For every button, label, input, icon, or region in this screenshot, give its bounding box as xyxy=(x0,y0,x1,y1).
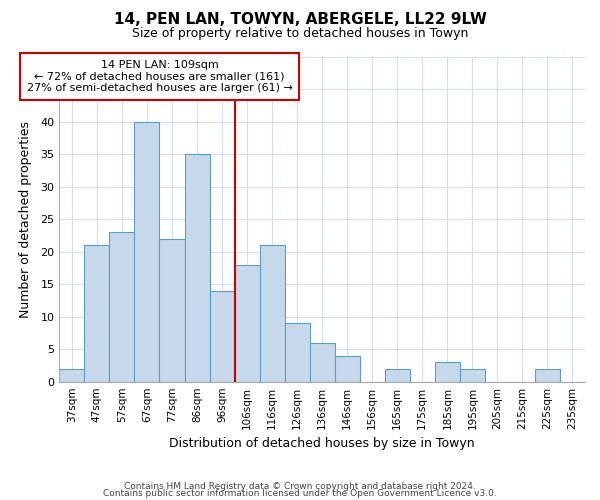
Text: 14 PEN LAN: 109sqm
← 72% of detached houses are smaller (161)
27% of semi-detach: 14 PEN LAN: 109sqm ← 72% of detached hou… xyxy=(26,60,292,93)
Bar xyxy=(385,368,410,382)
Text: Contains public sector information licensed under the Open Government Licence v3: Contains public sector information licen… xyxy=(103,490,497,498)
Bar xyxy=(335,356,360,382)
Bar xyxy=(260,245,284,382)
Bar xyxy=(284,323,310,382)
Text: Size of property relative to detached houses in Towyn: Size of property relative to detached ho… xyxy=(132,28,468,40)
Y-axis label: Number of detached properties: Number of detached properties xyxy=(19,120,32,318)
Bar xyxy=(460,368,485,382)
Bar xyxy=(160,238,185,382)
Bar xyxy=(85,245,109,382)
X-axis label: Distribution of detached houses by size in Towyn: Distribution of detached houses by size … xyxy=(169,437,475,450)
Text: Contains HM Land Registry data © Crown copyright and database right 2024.: Contains HM Land Registry data © Crown c… xyxy=(124,482,476,491)
Bar xyxy=(535,368,560,382)
Bar xyxy=(109,232,134,382)
Bar xyxy=(59,368,85,382)
Bar xyxy=(435,362,460,382)
Bar xyxy=(310,342,335,382)
Bar xyxy=(134,122,160,382)
Bar xyxy=(235,264,260,382)
Bar xyxy=(185,154,209,382)
Text: 14, PEN LAN, TOWYN, ABERGELE, LL22 9LW: 14, PEN LAN, TOWYN, ABERGELE, LL22 9LW xyxy=(113,12,487,28)
Bar xyxy=(209,290,235,382)
